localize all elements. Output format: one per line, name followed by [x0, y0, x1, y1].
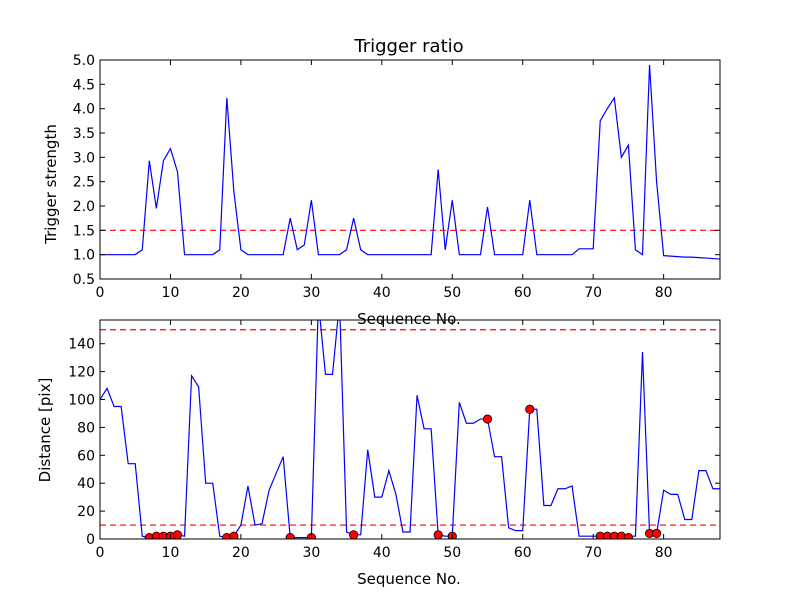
- y-tick-label: 4.5: [73, 77, 95, 93]
- data-point: [285, 533, 295, 539]
- trigger-ratio-panel: Trigger ratio Trigger strength Sequence …: [42, 36, 721, 328]
- y-axis-label: Trigger strength: [42, 124, 60, 245]
- y-tick-label: 0: [86, 532, 95, 548]
- x-tick-label: 50: [443, 285, 461, 301]
- x-tick-label: 20: [232, 545, 250, 561]
- y-axis-label: Distance [pix]: [36, 378, 54, 483]
- y-tick-label: 20: [77, 504, 95, 520]
- x-tick-label: 30: [302, 285, 320, 301]
- y-tick-label: 100: [68, 393, 95, 409]
- chart-title: Trigger ratio: [353, 36, 463, 57]
- distance-panel: Distance [pix] Sequence No. 0 10 20 30 40 50 6…: [36, 319, 721, 588]
- data-point: [623, 533, 634, 539]
- y-tick-label: 3.5: [73, 126, 95, 142]
- y-tick-label: 1.0: [73, 248, 95, 264]
- y-tick-label: 5.0: [73, 53, 95, 69]
- x-tick-label: 10: [162, 285, 180, 301]
- x-axis-label: Sequence No.: [357, 570, 461, 588]
- plot-area: [100, 320, 720, 539]
- y-tick-label: 3.0: [73, 150, 95, 166]
- x-tick-label: 40: [373, 545, 391, 561]
- y-tick-label: 2.0: [73, 199, 95, 215]
- x-tick-label: 50: [443, 545, 461, 561]
- data-point: [525, 404, 535, 414]
- plot-area: [100, 64, 720, 260]
- x-tick-label: 10: [162, 545, 180, 561]
- data-point: [433, 530, 443, 539]
- data-point: [229, 531, 239, 539]
- data-point: [172, 530, 183, 539]
- x-tick-label: 20: [232, 285, 250, 301]
- x-tick-label: 70: [584, 545, 602, 561]
- axes-frame: [99, 59, 721, 280]
- y-tick-label: 140: [68, 337, 95, 353]
- x-tick-label: 80: [655, 285, 673, 301]
- data-point: [349, 530, 359, 539]
- y-tick-label: 40: [77, 476, 95, 492]
- y-tick-label: 60: [77, 448, 95, 464]
- y-tick-label: 2.5: [73, 175, 95, 191]
- data-point: [651, 528, 662, 539]
- x-tick-label: 80: [655, 545, 673, 561]
- x-tick-label: 40: [373, 285, 391, 301]
- y-tick-label: 80: [77, 420, 95, 436]
- x-tick-label: 60: [514, 545, 532, 561]
- x-tick-label: 0: [96, 285, 105, 301]
- x-tick-label: 70: [584, 285, 602, 301]
- series-line: [100, 64, 720, 260]
- data-point: [482, 414, 493, 424]
- x-tick-label: 60: [514, 285, 532, 301]
- y-tick-label: 1.5: [73, 223, 95, 239]
- x-axis-label: Sequence No.: [357, 310, 461, 328]
- y-tick-label: 120: [68, 365, 95, 381]
- y-tick-label: 0.5: [73, 272, 95, 288]
- x-tick-label: 0: [96, 545, 105, 561]
- x-tick-label: 30: [302, 545, 320, 561]
- axes-frame: [99, 319, 721, 540]
- y-tick-label: 4.0: [73, 102, 95, 118]
